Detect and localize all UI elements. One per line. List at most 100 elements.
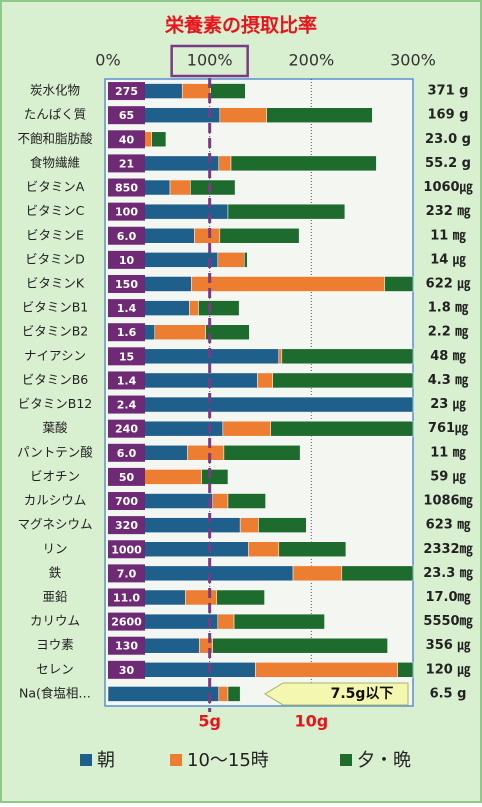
requirement-box: [108, 371, 145, 390]
category-label: Na(食塩相…: [19, 685, 91, 700]
bar-segment: [243, 252, 248, 268]
requirement-box: [108, 516, 145, 535]
legend-swatch: [170, 754, 182, 766]
bar-segment: [239, 517, 259, 533]
bar-segment: [272, 372, 414, 389]
requirement-box: [108, 395, 145, 414]
bar-segment: [341, 565, 414, 582]
intake-label: 622 ㎍: [426, 276, 471, 292]
requirement-box: [108, 178, 145, 197]
bar-segment: [190, 179, 236, 196]
bar-segment: [210, 83, 246, 99]
requirement-box: [108, 443, 145, 462]
bar-segment: [194, 228, 221, 244]
bar-segment: [187, 445, 225, 461]
category-label: ビタミンD: [25, 251, 85, 266]
category-label: 鉄: [49, 565, 62, 580]
requirement-box: [108, 419, 145, 438]
requirement-label: 50: [119, 471, 135, 484]
requirement-label: 11.0: [113, 591, 140, 604]
category-label: ビタミンB2: [22, 324, 89, 339]
requirement-box: [108, 540, 145, 559]
requirement-box: [108, 82, 145, 101]
bar-segment: [191, 276, 385, 292]
requirement-label: 7.0: [117, 567, 137, 580]
bar-segment: [222, 420, 271, 437]
requirement-box: [108, 130, 145, 149]
category-label: ナイアシン: [24, 348, 86, 363]
intake-label: 5550㎎: [423, 614, 472, 630]
bar-segment: [248, 541, 280, 557]
bar-segment: [255, 662, 398, 678]
category-label: セレン: [36, 661, 74, 676]
bar-segment: [185, 589, 218, 606]
requirement-label: 130: [115, 640, 138, 653]
requirement-box: [108, 492, 145, 511]
intake-label: 232 ㎎: [426, 204, 471, 220]
bar-segment: [270, 420, 414, 437]
intake-label: 356 ㎍: [426, 638, 471, 654]
bar-segment: [233, 613, 325, 630]
bar-segment: [227, 686, 241, 702]
requirement-label: 1.6: [117, 326, 137, 339]
bar-segment: [266, 107, 373, 123]
bar-segment: [212, 493, 229, 509]
bar-segment: [230, 155, 377, 172]
bar-segment: [201, 469, 229, 485]
requirement-label: 1000: [111, 543, 142, 556]
requirement-label: 30: [119, 664, 135, 677]
intake-label: 4.3 ㎎: [428, 373, 469, 389]
intake-label: 6.5 g: [430, 686, 467, 701]
requirement-label: 1.4: [117, 374, 137, 387]
bar-segment: [257, 372, 273, 389]
x2-tick-label: 5g: [198, 712, 221, 731]
intake-label: 23 ㎍: [430, 397, 466, 413]
requirement-box: [108, 274, 145, 293]
bar-segment: [223, 445, 301, 461]
bar-segment: [205, 324, 250, 340]
bar-segment: [107, 686, 220, 702]
bar-segment: [217, 613, 235, 630]
category-label: 不飽和脂肪酸: [17, 131, 93, 146]
plot-area: [104, 78, 414, 707]
annotation-arrow: [264, 682, 409, 706]
category-label: リン: [42, 541, 67, 556]
legend-label: 夕・晩: [357, 750, 411, 771]
bar-segment: [189, 300, 199, 316]
bar-segment: [384, 276, 414, 292]
category-label: ビタミンA: [26, 179, 85, 194]
requirement-label: 15: [119, 350, 134, 363]
requirement-label: 65: [119, 109, 134, 122]
bar-segment: [154, 324, 206, 340]
requirement-box: [108, 467, 145, 486]
requirement-label: 1.4: [117, 302, 137, 315]
category-label: ビタミンB6: [22, 372, 89, 387]
intake-label: 48 ㎎: [430, 349, 466, 365]
category-label: ビタミンB1: [22, 300, 89, 315]
requirement-box: [108, 202, 145, 221]
category-label: カリウム: [30, 613, 80, 628]
requirement-box: [108, 226, 145, 245]
requirement-box: [108, 588, 145, 607]
x-tick-label: 200%: [288, 51, 334, 70]
legend-swatch: [80, 754, 92, 766]
category-label: 葉酸: [42, 420, 68, 435]
category-label: ヨウ素: [36, 637, 74, 652]
requirement-label: 100: [115, 206, 138, 219]
x-tick-label: 300%: [390, 51, 436, 70]
bar-segment: [151, 131, 167, 148]
bar-segment: [107, 396, 414, 413]
requirement-label: 2600: [111, 616, 142, 629]
bar-segment: [212, 637, 388, 654]
category-label: ビタミンK: [26, 275, 85, 290]
requirement-label: 240: [115, 423, 138, 436]
requirement-label: 320: [115, 519, 138, 532]
intake-label: 1086㎎: [423, 494, 472, 510]
bar-segment: [219, 228, 300, 244]
category-label: たんぱく質: [24, 107, 87, 122]
category-label: マグネシウム: [17, 517, 92, 532]
legend-label: 朝: [97, 750, 115, 771]
intake-label: 761㎍: [428, 421, 468, 437]
bar-segment: [198, 300, 240, 316]
